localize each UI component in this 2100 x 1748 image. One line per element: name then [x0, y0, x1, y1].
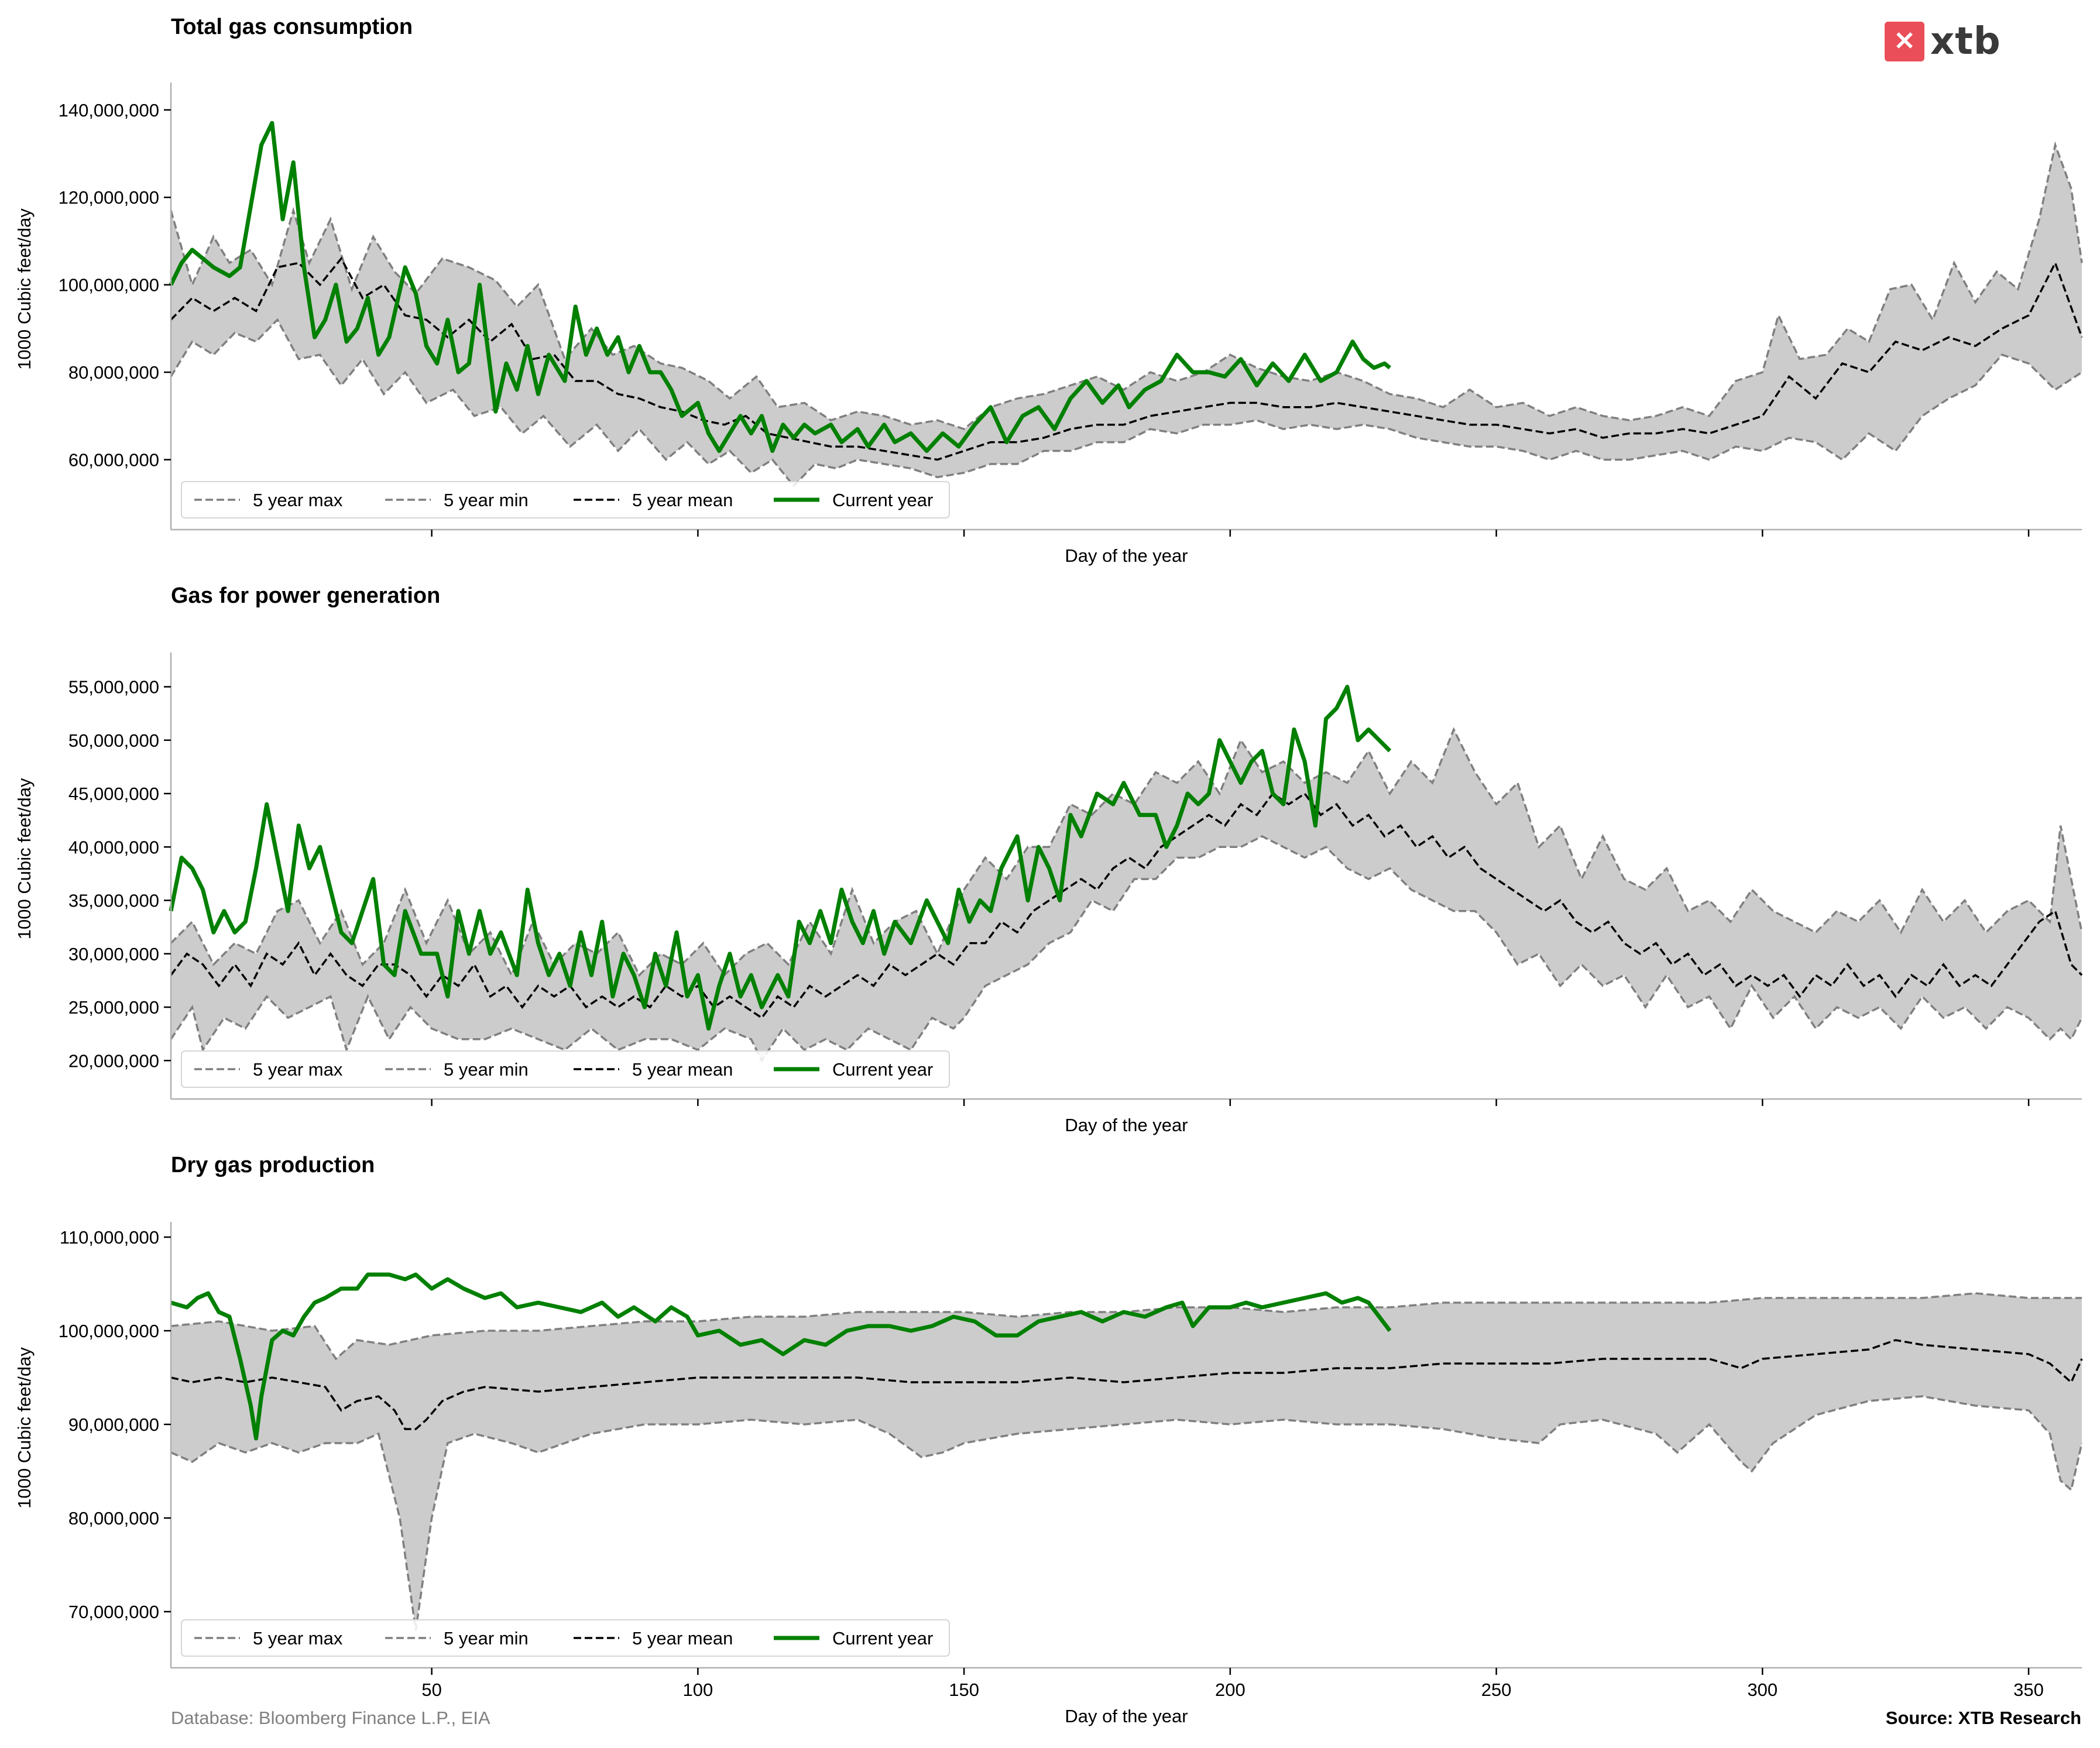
x-tick-label: 250 — [1481, 1680, 1512, 1700]
legend-5-year-min-label: 5 year min — [444, 1059, 529, 1080]
y-tick-label: 80,000,000 — [68, 362, 159, 383]
xtb-logo-text: xtb — [1930, 20, 2001, 63]
series-line-5-year-mean — [170, 256, 2083, 461]
legend-box — [181, 1050, 950, 1088]
legend-5-year-mean-label: 5 year mean — [632, 1059, 733, 1080]
x-axis-label: Day of the year — [1065, 1115, 1188, 1135]
x-axis-label: Day of the year — [1065, 545, 1188, 566]
legend-5-year-max-label: 5 year max — [253, 490, 343, 510]
y-tick-label: 100,000,000 — [59, 275, 159, 296]
chart-panel-1: Total gas consumption 60,000,000 80,000,00… — [14, 15, 2083, 566]
x-tick-label: 50 — [421, 1680, 441, 1700]
y-tick-label: 110,000,000 — [60, 1227, 159, 1248]
legend-5-year-min-label: 5 year min — [444, 490, 529, 510]
legend-box — [181, 481, 950, 518]
x-tick-label: 350 — [2013, 1680, 2044, 1700]
legend-current-year-label: Current year — [832, 1628, 933, 1649]
source-note: Source: XTB Research — [1885, 1708, 2081, 1728]
legend-5-year-max-label: 5 year max — [253, 1059, 343, 1080]
chart-panel-2: Gas for power generation 20,000,000 25,000… — [14, 583, 2083, 1135]
y-tick-label: 80,000,000 — [68, 1508, 159, 1529]
legend-5-year-mean-label: 5 year mean — [632, 490, 733, 510]
series-line-current-year — [169, 121, 1391, 453]
chart-title: Total gas consumption — [171, 15, 413, 39]
legend-5-year-mean-label: 5 year mean — [632, 1628, 733, 1649]
xtb-logo: ✕ xtb — [1885, 19, 2001, 64]
series-line-current-year — [169, 685, 1392, 1031]
series-line-5-year-min — [170, 318, 2082, 487]
y-tick-label: 20,000,000 — [68, 1050, 159, 1071]
series-line-5-year-mean — [170, 792, 2083, 1019]
legend: 5 year max 5 year min 5 year mean Current y… — [181, 1619, 950, 1657]
series-line-5-year-mean — [170, 1339, 2083, 1430]
database-note: Database: Bloomberg Finance L.P., EIA — [171, 1708, 490, 1728]
min-max-band — [171, 729, 2082, 1061]
y-tick-label: 90,000,000 — [68, 1414, 159, 1435]
y-tick-label: 50,000,000 — [68, 730, 159, 751]
x-tick-label: 150 — [949, 1680, 979, 1700]
x-axis-label: Day of the year — [1065, 1706, 1188, 1726]
y-tick-label: 140,000,000 — [59, 100, 159, 121]
series-line-current-year — [170, 1272, 1392, 1441]
y-tick-label: 25,000,000 — [68, 997, 159, 1018]
y-axis-label: 1000 Cubic feet/day — [14, 778, 35, 939]
y-tick-label: 100,000,000 — [59, 1321, 159, 1341]
x-tick-label: 100 — [683, 1680, 713, 1700]
legend-5-year-max-label: 5 year max — [253, 1628, 343, 1649]
chart-title: Dry gas production — [171, 1153, 375, 1177]
min-max-band — [171, 145, 2082, 486]
y-tick-label: 60,000,000 — [68, 449, 159, 470]
x-tick-label: 200 — [1215, 1680, 1245, 1700]
chart-panel-3: Dry gas production 70,000,000 80,000,000 90… — [14, 1153, 2083, 1726]
min-max-band — [171, 1293, 2082, 1630]
y-axis-label: 1000 Cubic feet/day — [14, 208, 35, 370]
y-tick-label: 30,000,000 — [68, 944, 159, 964]
series-line-5-year-max — [170, 727, 2083, 978]
series-line-5-year-min — [170, 835, 2083, 1063]
legend-5-year-min-label: 5 year min — [444, 1628, 529, 1649]
legend: 5 year max 5 year min 5 year mean Current y… — [181, 1050, 950, 1088]
x-tick-label: 300 — [1747, 1680, 1778, 1700]
y-tick-label: 35,000,000 — [68, 891, 159, 911]
legend-current-year-label: Current year — [832, 1059, 933, 1080]
chart-title: Gas for power generation — [171, 583, 440, 608]
xtb-logo-mark-icon: ✕ — [1885, 22, 1924, 61]
series-line-5-year-min — [170, 1395, 2083, 1631]
legend-box — [181, 1619, 950, 1657]
y-axis-label: 1000 Cubic feet/day — [14, 1347, 35, 1509]
y-tick-label: 40,000,000 — [68, 837, 159, 857]
series-line-5-year-max — [170, 141, 2083, 431]
series-line-5-year-max — [170, 1292, 2082, 1361]
y-tick-label: 120,000,000 — [59, 187, 159, 208]
y-tick-label: 70,000,000 — [68, 1602, 159, 1622]
legend: 5 year max 5 year min 5 year mean Current y… — [181, 481, 950, 518]
y-tick-label: 55,000,000 — [68, 677, 159, 698]
y-tick-label: 45,000,000 — [68, 784, 159, 804]
legend-current-year-label: Current year — [832, 490, 933, 510]
